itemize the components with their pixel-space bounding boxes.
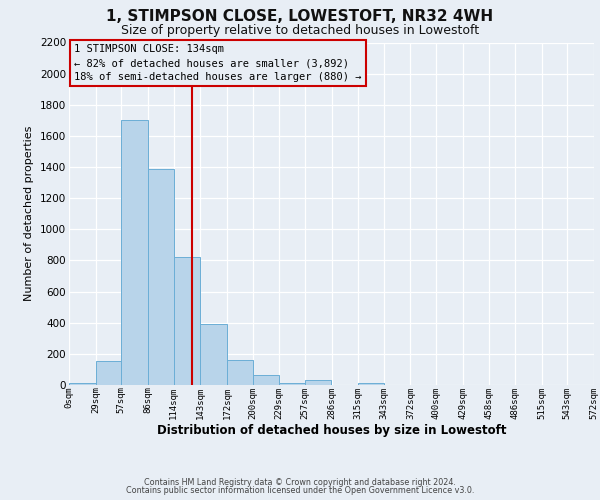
Bar [200, 324, 227, 385]
Text: 1, STIMPSON CLOSE, LOWESTOFT, NR32 4WH: 1, STIMPSON CLOSE, LOWESTOFT, NR32 4WH [106, 9, 494, 24]
Bar [173, 258, 200, 385]
X-axis label: Distribution of detached houses by size in Lowestoft: Distribution of detached houses by size … [157, 424, 506, 437]
Y-axis label: Number of detached properties: Number of detached properties [25, 126, 34, 302]
Bar [69, 384, 95, 385]
Bar [253, 375, 279, 385]
Bar [358, 382, 384, 385]
Bar [121, 120, 148, 385]
Bar [279, 382, 305, 385]
Text: Size of property relative to detached houses in Lowestoft: Size of property relative to detached ho… [121, 24, 479, 37]
Bar [227, 360, 253, 385]
Text: Contains HM Land Registry data © Crown copyright and database right 2024.: Contains HM Land Registry data © Crown c… [144, 478, 456, 487]
Bar [148, 168, 173, 385]
Text: Contains public sector information licensed under the Open Government Licence v3: Contains public sector information licen… [126, 486, 474, 495]
Text: 1 STIMPSON CLOSE: 134sqm
← 82% of detached houses are smaller (3,892)
18% of sem: 1 STIMPSON CLOSE: 134sqm ← 82% of detach… [74, 44, 362, 82]
Bar [95, 361, 121, 385]
Bar [305, 380, 331, 385]
